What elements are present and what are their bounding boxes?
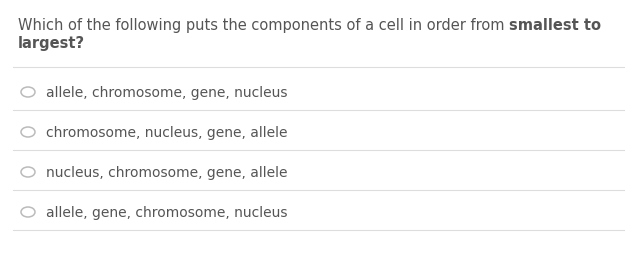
Text: smallest to: smallest to [509, 18, 601, 33]
Text: allele, chromosome, gene, nucleus: allele, chromosome, gene, nucleus [46, 86, 287, 100]
Text: nucleus, chromosome, gene, allele: nucleus, chromosome, gene, allele [46, 165, 287, 179]
Text: largest?: largest? [18, 36, 85, 51]
Text: allele, gene, chromosome, nucleus: allele, gene, chromosome, nucleus [46, 205, 287, 219]
Text: Which of the following puts the components of a cell in order from: Which of the following puts the componen… [18, 18, 509, 33]
Text: chromosome, nucleus, gene, allele: chromosome, nucleus, gene, allele [46, 125, 287, 139]
